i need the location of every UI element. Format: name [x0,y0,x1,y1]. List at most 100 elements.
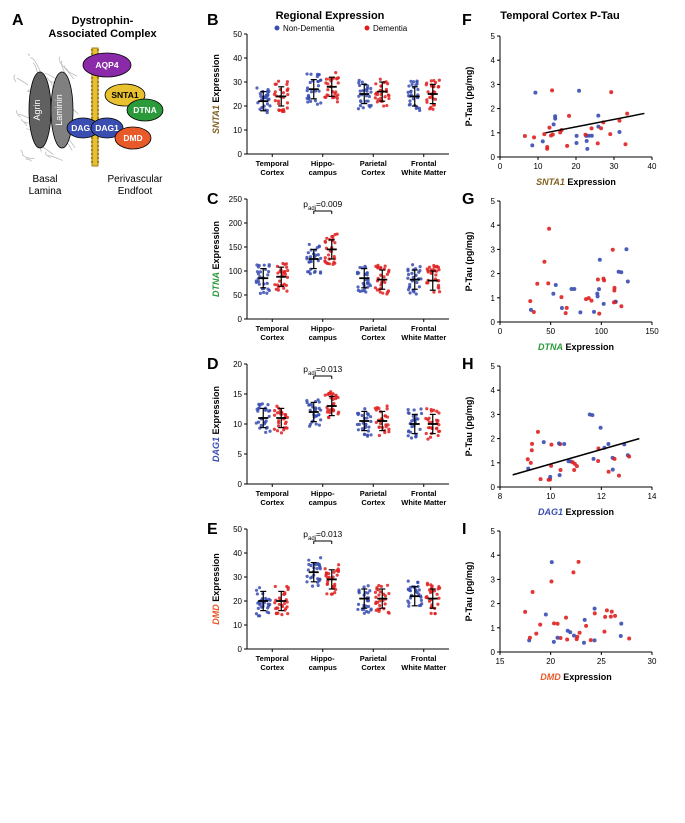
svg-text:1: 1 [491,459,496,468]
svg-text:campus: campus [309,168,337,177]
svg-text:DTNA Expression: DTNA Expression [211,221,221,297]
svg-text:10: 10 [233,420,242,429]
svg-text:DAG1 Expression: DAG1 Expression [211,386,221,462]
svg-text:20: 20 [572,162,581,171]
svg-text:Agrin: Agrin [32,99,42,120]
svg-text:40: 40 [648,162,657,171]
svg-text:30: 30 [648,657,657,666]
panel-e: E 01020304050DMD ExpressionTemporalCorte… [205,519,455,684]
svg-text:10: 10 [233,621,242,630]
svg-text:Dementia: Dementia [373,24,408,33]
svg-text:0: 0 [491,318,496,327]
svg-text:4: 4 [491,551,496,560]
svg-text:Basal: Basal [32,174,57,185]
svg-text:15: 15 [233,390,242,399]
svg-text:5: 5 [238,450,243,459]
svg-text:White Matter: White Matter [401,663,446,672]
svg-text:50: 50 [233,30,242,39]
svg-text:campus: campus [309,663,337,672]
svg-text:Parietal: Parietal [360,324,387,333]
svg-text:4: 4 [491,221,496,230]
svg-text:White Matter: White Matter [401,333,446,342]
svg-text:1: 1 [491,624,496,633]
svg-text:20: 20 [233,360,242,369]
svg-text:5: 5 [491,197,496,206]
panel-f: F Temporal Cortex P-Tau 010203040012345P… [460,10,660,189]
svg-text:100: 100 [595,327,609,336]
svg-text:2: 2 [491,270,496,279]
svg-text:3: 3 [491,245,496,254]
svg-text:P-Tau (pg/mg): P-Tau (pg/mg) [464,397,474,457]
panel-label-a: A [12,12,24,30]
svg-text:12: 12 [597,492,606,501]
svg-text:P-Tau (pg/mg): P-Tau (pg/mg) [464,67,474,127]
svg-text:P-Tau (pg/mg): P-Tau (pg/mg) [464,232,474,292]
svg-text:1: 1 [491,294,496,303]
svg-text:30: 30 [233,573,242,582]
svg-text:0: 0 [491,483,496,492]
svg-text:Laminin: Laminin [54,94,64,126]
svg-text:100: 100 [229,267,243,276]
svg-text:5: 5 [491,32,496,41]
svg-text:AQP4: AQP4 [95,60,118,70]
svg-text:10: 10 [233,126,242,135]
svg-text:Cortex: Cortex [260,168,285,177]
svg-text:DAG1: DAG1 [95,123,119,133]
svg-text:Cortex: Cortex [260,333,285,342]
svg-text:200: 200 [229,219,243,228]
svg-text:30: 30 [610,162,619,171]
svg-text:4: 4 [491,386,496,395]
svg-text:Hippo-: Hippo- [311,159,335,168]
svg-text:1: 1 [491,129,496,138]
svg-text:0: 0 [238,150,243,159]
svg-text:5: 5 [491,527,496,536]
svg-text:Frontal: Frontal [411,324,436,333]
svg-text:3: 3 [491,575,496,584]
svg-text:campus: campus [309,333,337,342]
svg-text:0: 0 [491,153,496,162]
svg-text:4: 4 [491,56,496,65]
svg-text:Temporal: Temporal [256,159,289,168]
panel-b: B Regional Expression 01020304050SNTA1 E… [205,10,455,189]
svg-text:Cortex: Cortex [361,333,386,342]
svg-text:10: 10 [534,162,543,171]
panel-h: H 8101214012345P-Tau (pg/mg)DAG1 Express… [460,354,660,519]
svg-text:Endfoot: Endfoot [118,186,153,197]
svg-text:20: 20 [546,657,555,666]
svg-text:padj=0.009: padj=0.009 [303,199,342,212]
panel-c: C 050100150200250DTNA ExpressionTemporal… [205,189,455,354]
svg-text:2: 2 [491,435,496,444]
svg-text:0: 0 [238,480,243,489]
svg-text:Perivascular: Perivascular [107,174,163,185]
svg-text:Hippo-: Hippo- [311,324,335,333]
svg-text:Cortex: Cortex [361,498,386,507]
panel-i: I 15202530012345P-Tau (pg/mg)DMD Express… [460,519,660,684]
svg-text:2: 2 [491,600,496,609]
svg-text:15: 15 [496,657,505,666]
svg-text:0: 0 [491,648,496,657]
svg-text:250: 250 [229,195,243,204]
svg-text:Frontal: Frontal [411,654,436,663]
svg-text:Cortex: Cortex [260,663,285,672]
panel-d: D 05101520DAG1 ExpressionTemporalCortexH… [205,354,455,519]
svg-text:50: 50 [546,327,555,336]
svg-text:150: 150 [645,327,659,336]
svg-text:DMD: DMD [123,133,142,143]
svg-text:5: 5 [491,362,496,371]
svg-text:Frontal: Frontal [411,159,436,168]
svg-text:Parietal: Parietal [360,654,387,663]
svg-text:Parietal: Parietal [360,159,387,168]
panel-label-h: H [462,356,474,374]
svg-text:SNTA1: SNTA1 [111,90,139,100]
panel-label-f: F [462,12,472,30]
svg-text:White Matter: White Matter [401,168,446,177]
figure-grid: A Dystrophin-Associated ComplexAgrinLami… [10,10,675,684]
ptau-title: Temporal Cortex P-Tau [460,10,660,22]
svg-text:Cortex: Cortex [361,663,386,672]
svg-text:P-Tau (pg/mg): P-Tau (pg/mg) [464,562,474,622]
svg-text:DMD Expression: DMD Expression [211,553,221,625]
svg-text:Non-Dementia: Non-Dementia [283,24,335,33]
svg-text:3: 3 [491,410,496,419]
panel-label-g: G [462,191,474,209]
svg-text:8: 8 [498,492,503,501]
